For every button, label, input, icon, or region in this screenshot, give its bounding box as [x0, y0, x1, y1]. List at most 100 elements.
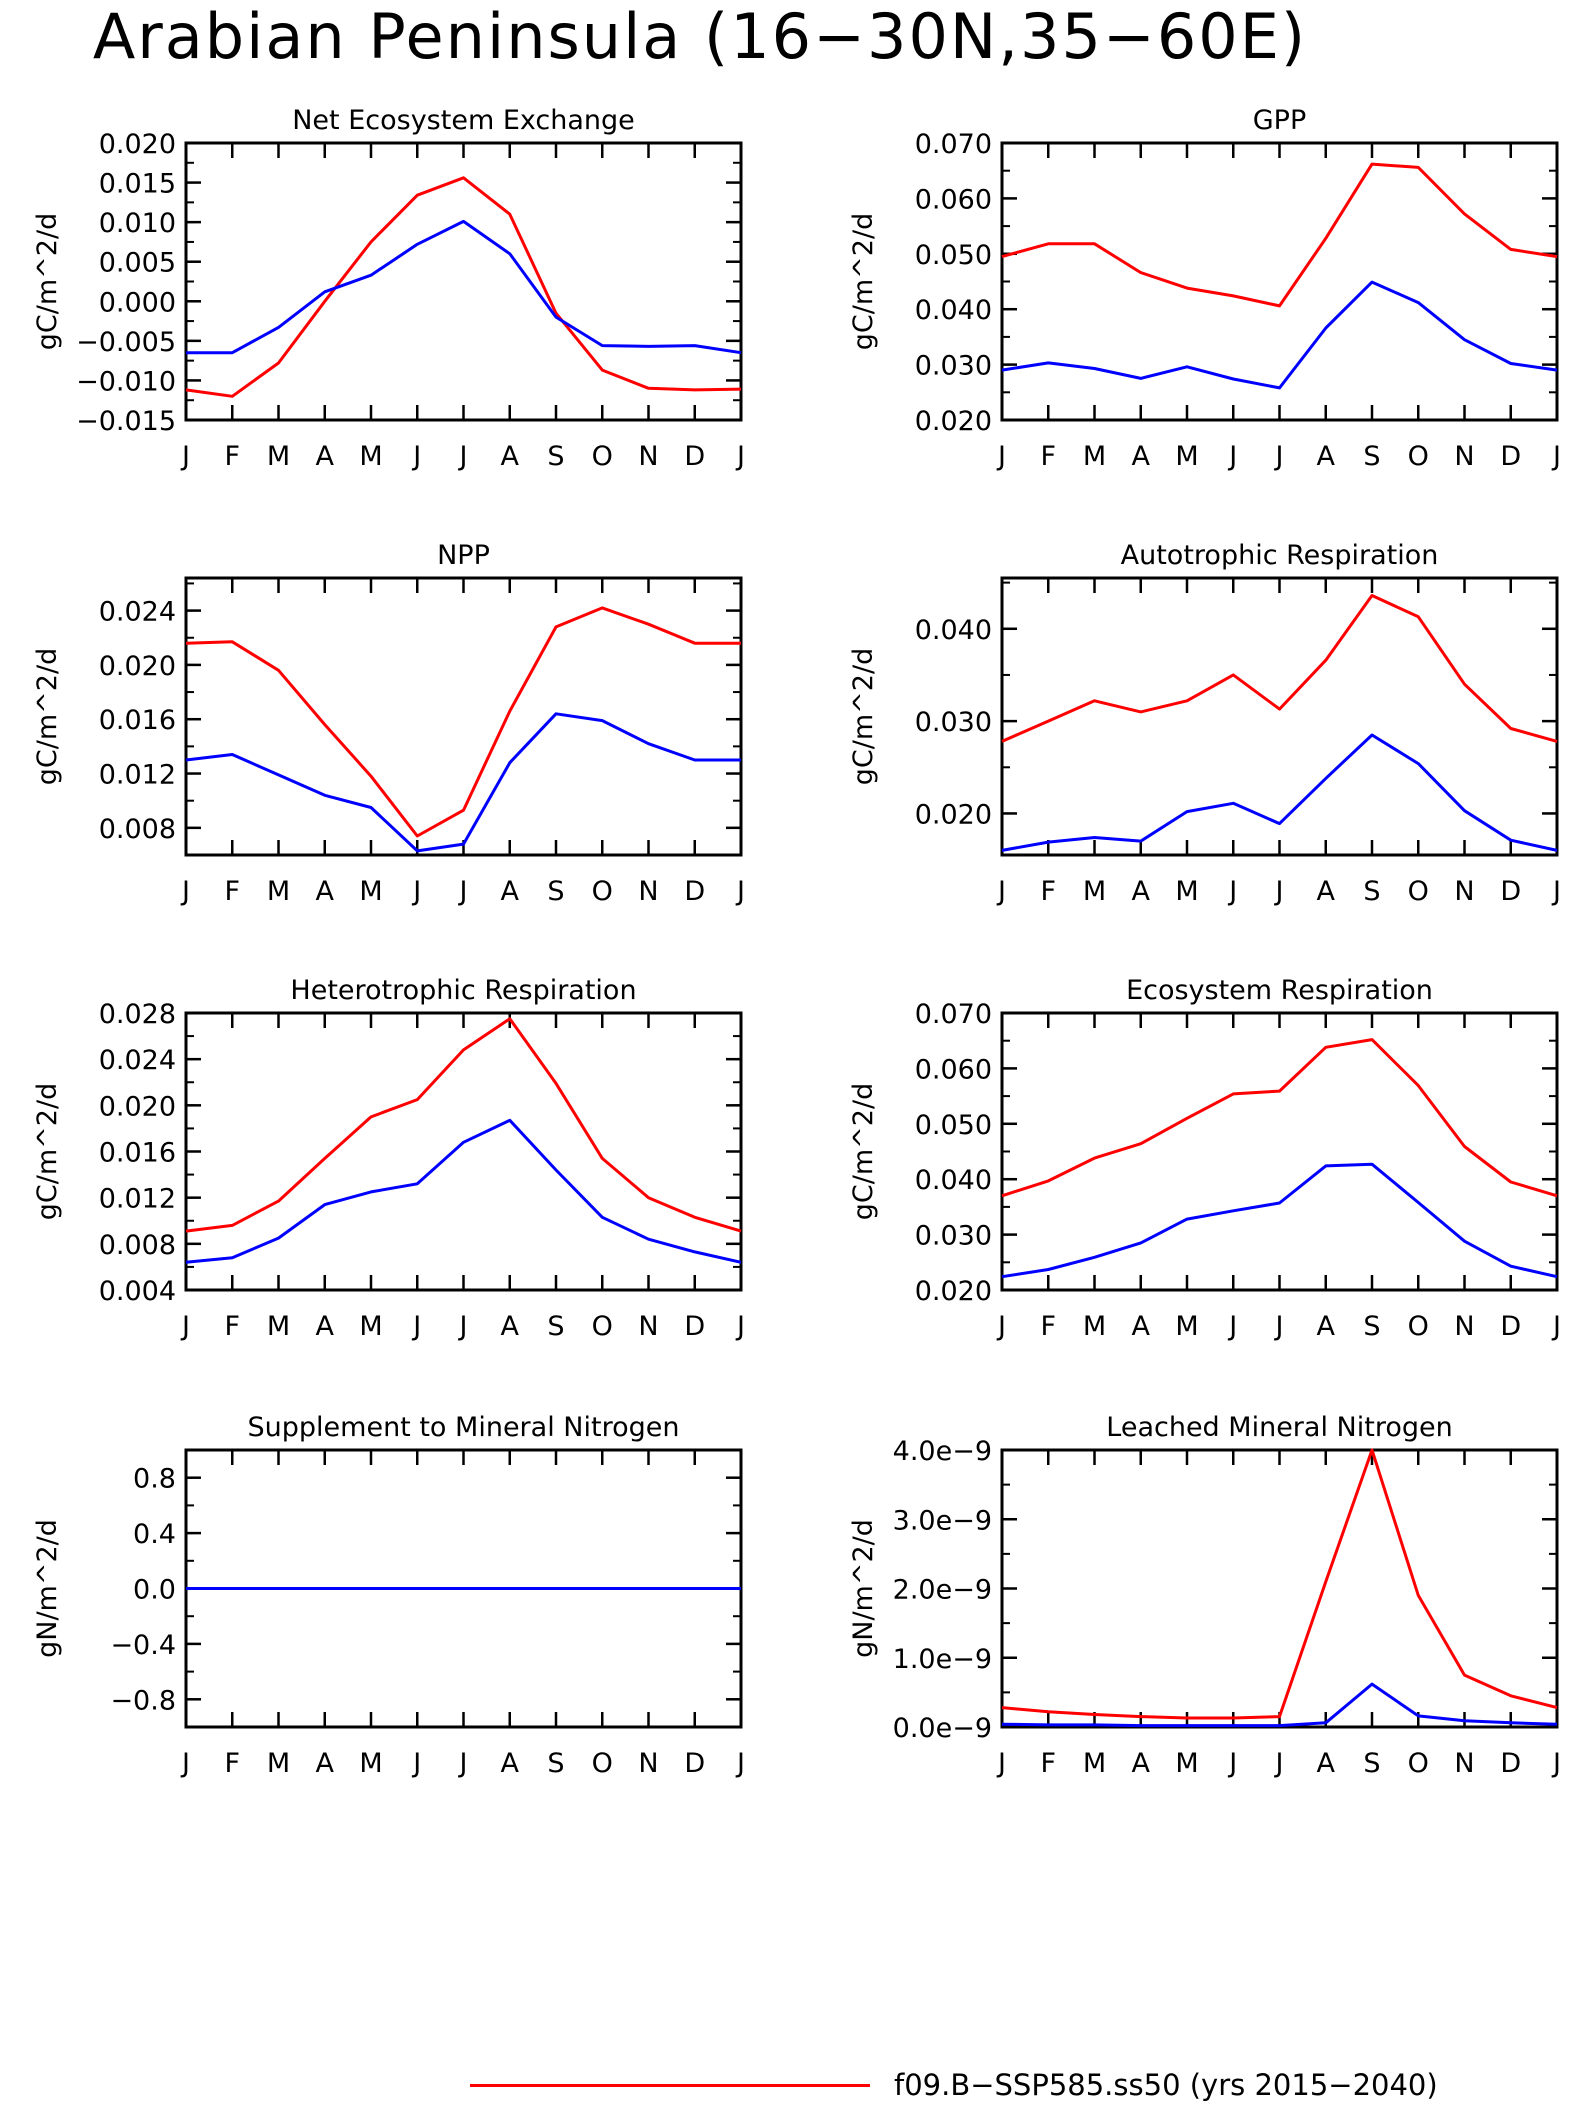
y-tick-label: 4.0e−9 — [893, 1436, 992, 1467]
x-tick-label: A — [501, 876, 520, 907]
x-tick-label: S — [1363, 876, 1380, 907]
chart-title: GPP — [1253, 105, 1307, 136]
series-line — [185, 712, 741, 853]
x-tick-label: M — [1083, 1748, 1106, 1779]
x-tick-label: J — [411, 876, 421, 907]
series-line — [1001, 1038, 1558, 1198]
x-tick-label: O — [1408, 1748, 1429, 1779]
x-tick-label: D — [684, 876, 705, 907]
x-tick-label: N — [638, 876, 658, 907]
x-tick-label: J — [180, 876, 190, 907]
x-tick-label: J — [1274, 1748, 1284, 1779]
y-axis-label: gC/m^2/d — [848, 213, 879, 350]
x-tick-label: F — [224, 441, 240, 472]
x-tick-label: D — [1500, 441, 1521, 472]
y-tick-label: 0.008 — [99, 1230, 176, 1261]
y-tick-label: 0.050 — [915, 240, 992, 271]
x-tick-label: N — [638, 441, 658, 472]
y-tick-label: −0.015 — [76, 406, 176, 437]
x-tick-label: J — [735, 1748, 745, 1779]
x-tick-label: D — [684, 1311, 705, 1342]
plot-frame — [1000, 1448, 1559, 1729]
x-tick-label: A — [316, 1748, 335, 1779]
series-line — [185, 606, 741, 838]
x-tick-label: O — [592, 1311, 613, 1342]
x-tick-label: D — [684, 1748, 705, 1779]
x-tick-label: J — [1274, 441, 1284, 472]
x-tick-label: J — [996, 441, 1006, 472]
x-tick-label: M — [359, 1311, 382, 1342]
y-tick-label: 0.8 — [133, 1464, 176, 1495]
chart-panel: Net Ecosystem Exchange gC/m^2/d 0.020 0.015… — [32, 105, 745, 472]
x-tick-label: J — [735, 441, 745, 472]
y-tick-label: 0.005 — [99, 248, 176, 279]
x-tick-label: M — [359, 441, 382, 472]
x-tick-label: M — [359, 876, 382, 907]
chart-title: Ecosystem Respiration — [1126, 975, 1433, 1006]
y-tick-label: 0.004 — [99, 1276, 176, 1307]
x-tick-label: J — [735, 876, 745, 907]
x-tick-label: N — [638, 1748, 658, 1779]
series-line — [1001, 594, 1558, 743]
x-tick-label: A — [1317, 876, 1336, 907]
x-tick-label: O — [592, 441, 613, 472]
x-tick-label: M — [1083, 1311, 1106, 1342]
series-line — [185, 1118, 742, 1264]
x-tick-label: J — [180, 1748, 190, 1779]
x-tick-label: M — [267, 441, 290, 472]
x-tick-label: S — [547, 1748, 564, 1779]
y-tick-label: 0.015 — [99, 169, 176, 200]
x-tick-label: A — [1317, 1311, 1336, 1342]
y-axis-label: gN/m^2/d — [32, 1519, 63, 1658]
y-tick-label: 0.070 — [915, 999, 992, 1030]
x-tick-label: A — [1317, 1748, 1336, 1779]
y-tick-label: 0.040 — [915, 1165, 992, 1196]
x-tick-label: M — [267, 1311, 290, 1342]
x-tick-label: M — [359, 1748, 382, 1779]
x-tick-label: S — [1363, 1311, 1380, 1342]
x-tick-label: N — [1454, 1311, 1474, 1342]
series-line — [1001, 1682, 1558, 1728]
x-tick-label: M — [1083, 441, 1106, 472]
x-tick-label: F — [224, 1748, 240, 1779]
y-axis-label: gC/m^2/d — [848, 648, 879, 785]
x-tick-label: N — [1454, 876, 1474, 907]
x-tick-label: J — [458, 441, 468, 472]
x-tick-label: S — [1363, 1748, 1380, 1779]
x-tick-label: A — [1317, 441, 1336, 472]
x-tick-label: J — [996, 1311, 1006, 1342]
y-tick-label: 0.024 — [99, 1045, 176, 1076]
y-tick-label: 0.024 — [99, 597, 176, 628]
x-tick-label: J — [1551, 876, 1561, 907]
y-tick-label: 0.028 — [99, 999, 176, 1030]
series-line — [1001, 733, 1558, 852]
y-tick-label: 0.010 — [99, 208, 176, 239]
x-tick-label: F — [1040, 1748, 1056, 1779]
y-tick-label: −0.005 — [76, 327, 176, 358]
x-tick-label: J — [735, 1311, 745, 1342]
x-tick-label: D — [1500, 876, 1521, 907]
x-tick-label: O — [592, 876, 613, 907]
x-tick-label: M — [1175, 876, 1198, 907]
series-line — [1001, 1162, 1558, 1279]
y-tick-label: 0.020 — [99, 651, 176, 682]
chart-panel: Ecosystem Respiration gC/m^2/d 0.070 0.060 0… — [848, 975, 1561, 1342]
y-tick-label: 0.020 — [99, 1091, 176, 1122]
x-tick-label: A — [316, 1311, 335, 1342]
x-tick-label: J — [458, 1311, 468, 1342]
x-tick-label: A — [1132, 441, 1151, 472]
x-tick-label: J — [458, 1748, 468, 1779]
x-tick-label: F — [1040, 876, 1056, 907]
x-tick-label: M — [267, 1748, 290, 1779]
x-tick-label: A — [1132, 1311, 1151, 1342]
y-tick-label: 0.020 — [915, 799, 992, 830]
x-tick-label: J — [180, 441, 190, 472]
y-tick-label: 0.016 — [99, 1138, 176, 1169]
chart-panel: GPP gC/m^2/d 0.070 0.060 0.050 0.040 0.030 0.02… — [848, 105, 1561, 472]
y-tick-label: 0.030 — [915, 1221, 992, 1252]
x-tick-label: J — [411, 1748, 421, 1779]
chart-title: NPP — [437, 540, 490, 571]
y-tick-label: 2.0e−9 — [893, 1575, 992, 1606]
x-tick-label: S — [547, 876, 564, 907]
